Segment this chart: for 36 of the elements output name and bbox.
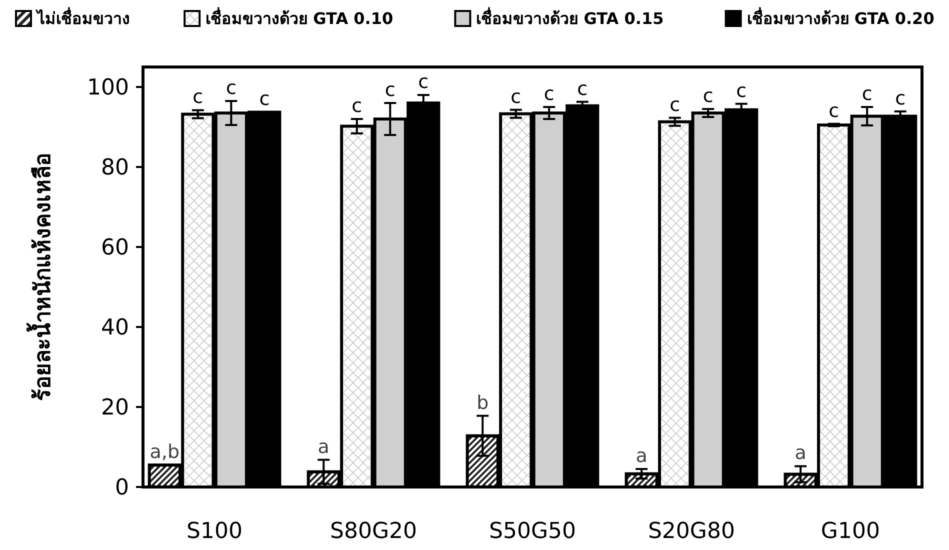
x-tick-label: S80G20 [330, 519, 418, 544]
data-label: c [192, 86, 204, 108]
data-label: a [318, 436, 330, 458]
legend-label: ไม่เชื่อมขวาง [35, 7, 130, 28]
data-label: c [510, 86, 522, 108]
data-label: c [577, 78, 588, 100]
x-tick-label: S100 [186, 519, 243, 544]
data-label: c [736, 80, 747, 102]
data-label: c [384, 79, 396, 101]
y-tick-label: 100 [87, 76, 129, 101]
data-label: c [544, 83, 554, 105]
data-label: b [476, 392, 489, 414]
legend-label: เชื่อมขวางด้วย GTA 0.15 [476, 7, 664, 28]
data-label: c [895, 87, 906, 110]
y-tick-label: 40 [101, 316, 129, 341]
legend-label: เชื่อมขวางด้วย GTA 0.10 [206, 7, 394, 28]
data-label: a [636, 445, 648, 467]
data-label: a [794, 442, 806, 464]
data-label: c [418, 71, 429, 93]
y-tick-label: 80 [101, 156, 129, 181]
y-tick-label: 0 [115, 476, 129, 501]
y-tick-label: 20 [101, 396, 129, 421]
x-tick-label: S20G80 [648, 519, 735, 544]
data-label: c [226, 77, 236, 99]
data-label: c [862, 83, 872, 105]
y-axis-title: ร้อยละน้ำหนักแห้งคงเหลือ [26, 153, 56, 401]
x-tick-label: G100 [820, 519, 880, 544]
data-label: c [259, 88, 270, 110]
data-label: c [670, 94, 680, 116]
legend-label: เชื่อมขวางด้วย GTA 0.20 [746, 7, 934, 28]
data-label: c [352, 95, 362, 117]
data-label: c [702, 85, 714, 107]
data-label: c [828, 100, 840, 122]
x-tick-label: S50G50 [488, 519, 576, 544]
y-tick-label: 60 [101, 236, 129, 261]
data-label: a,b [150, 441, 180, 463]
